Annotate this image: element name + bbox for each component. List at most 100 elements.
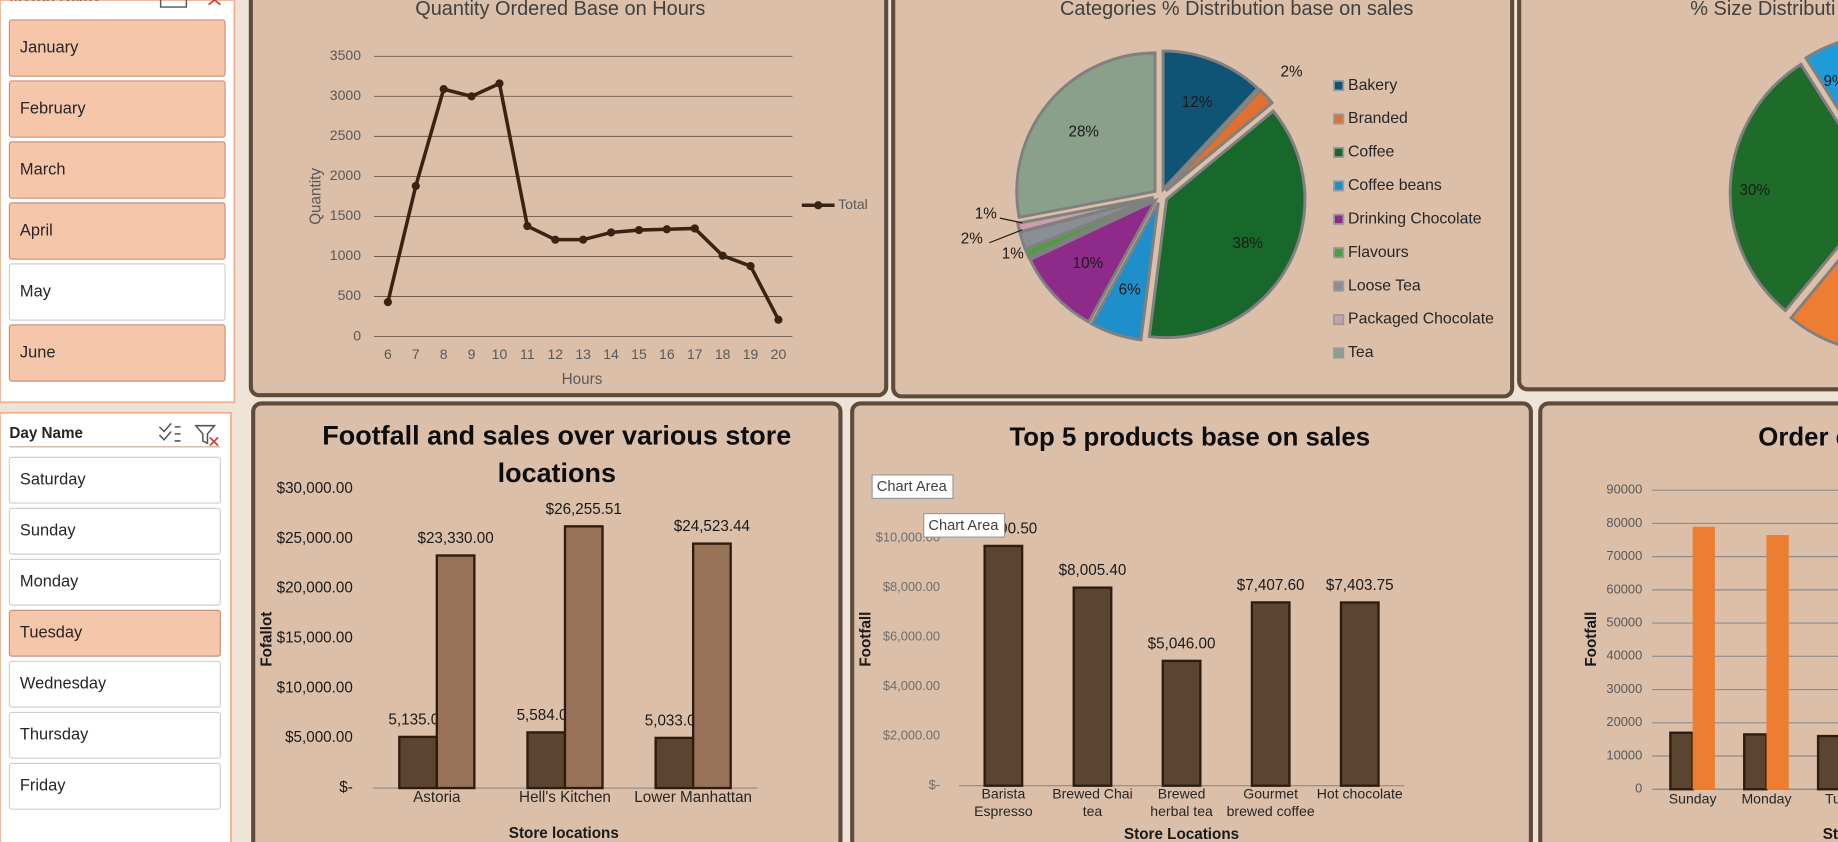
clear-filter-icon[interactable] [194, 424, 217, 445]
slicer-item-label[interactable]: February [20, 99, 86, 117]
x-axis-label: Hours [562, 371, 603, 388]
line-point [634, 225, 644, 235]
data-label: 10% [1073, 255, 1103, 272]
x-tick-label: Lower Manhattan [634, 788, 753, 806]
slicer-icons[interactable] [158, 0, 221, 447]
slicer-item[interactable] [8, 456, 221, 504]
clear-filter-icon[interactable] [209, 436, 219, 447]
chart-title-box: Footfall and sales over various store lo… [322, 420, 791, 488]
x-tick-label: 14 [603, 346, 619, 362]
y-tick-label: 3000 [330, 87, 361, 103]
data-label: 1% [1002, 246, 1024, 263]
legend-swatch [1333, 213, 1345, 225]
legend-label: Packaged Chocolate [1348, 311, 1494, 328]
slicer-item[interactable] [8, 19, 226, 77]
slicer-item[interactable] [8, 263, 226, 321]
slicer-item-label[interactable]: March [20, 160, 66, 178]
slicer-item-label[interactable]: Tuesday [20, 624, 83, 642]
data-label: 30% [1740, 182, 1770, 199]
slicer-item[interactable] [8, 609, 221, 657]
chart-title-box: Quantity Ordered Base on Hours [415, 0, 705, 20]
data-label: 28% [1068, 123, 1098, 140]
slicer-item[interactable] [8, 202, 226, 260]
slicer-item-label[interactable]: Friday [20, 777, 66, 795]
x-tick-label: 20 [771, 346, 787, 362]
legend-label: Bakery [1348, 77, 1397, 94]
bar [1339, 601, 1380, 787]
x-tick-label-box: Brewed herbal tea [1150, 786, 1213, 820]
x-tick-label: 18 [715, 346, 731, 362]
y-tick-label: $20,000.00 [277, 580, 353, 597]
x-tick-label: Barista Espresso [974, 785, 1033, 820]
slicer-item[interactable] [8, 762, 221, 810]
chart-title: Categories % Distribution base on sales [1059, 0, 1414, 20]
slicer-item-label[interactable]: Wednesday [20, 675, 107, 693]
slicer-item[interactable] [8, 507, 221, 555]
chart-panel [1517, 0, 1838, 392]
slicer-item-label[interactable]: Thursday [20, 726, 89, 744]
slicer-item[interactable] [8, 660, 221, 708]
x-tick-label-box: Brewed Chai tea [1052, 785, 1133, 820]
bar [1816, 734, 1838, 791]
y-tick-label: 70000 [1606, 548, 1642, 563]
chart: Order c 0 10000 20000 30000 40000 50000 60000 70… [1583, 422, 1838, 842]
data-label: $5,046.00 [1148, 635, 1216, 652]
slicer-item[interactable] [8, 80, 226, 138]
line-point [411, 181, 420, 191]
slicer-item[interactable] [8, 324, 226, 382]
x-tick-label: Gourmet brewed coffee [1226, 785, 1315, 820]
bar [691, 542, 732, 790]
slicer-item-label[interactable]: Sunday [20, 522, 76, 540]
x-tick-label: 17 [687, 346, 703, 362]
bar [398, 735, 439, 790]
y-axis-label: Footfall [1583, 612, 1600, 667]
bar [654, 736, 695, 790]
slicer-item[interactable] [8, 558, 221, 606]
pie-slice [1147, 108, 1307, 340]
x-tick-label-box: Barista Espresso [974, 785, 1033, 820]
multiselect-icon[interactable] [159, 0, 188, 8]
multiselect-icon[interactable] [158, 422, 181, 442]
legend-label: Loose Tea [1348, 277, 1421, 294]
y-tick-label: $25,000.00 [277, 530, 353, 547]
pie-slice [1728, 62, 1838, 313]
line-point [662, 225, 671, 234]
data-label: 5,584.00 [517, 707, 576, 724]
slicer-item-label[interactable]: May [20, 282, 52, 300]
slicer-item[interactable] [8, 141, 226, 199]
leader-line [989, 229, 1023, 244]
x-tick-label: Brewed Chai tea [1052, 785, 1133, 820]
y-axis-label: Quantity [308, 168, 325, 225]
bar [1669, 731, 1694, 791]
legend-swatch [1333, 280, 1345, 292]
slicer-item-label[interactable]: June [20, 343, 56, 361]
bar [1250, 601, 1291, 787]
tooltip-label: Chart Area [877, 479, 948, 495]
chart: % Size Distributi45%16%30%9% [1690, 0, 1838, 346]
pie-slice [1161, 49, 1260, 194]
x-tick-label-box: Gourmet brewed coffee [1226, 785, 1315, 820]
slicer-item-label[interactable]: January [20, 38, 79, 56]
data-label: $8,005.40 [1059, 562, 1127, 579]
chart: Quantity Ordered Base on Hours 0 500 1000 15… [308, 0, 868, 388]
legend-swatch [1333, 247, 1345, 259]
legend-label: Flavours [1348, 244, 1409, 261]
slicer-item-label[interactable]: Saturday [20, 471, 86, 489]
slicer-item[interactable] [8, 711, 221, 759]
y-tick-label: 80000 [1606, 515, 1642, 530]
y-tick-label: 3500 [330, 47, 361, 63]
line-point [774, 315, 783, 324]
line-point [606, 228, 616, 237]
pie-slice [1164, 88, 1275, 193]
y-tick-label: 10000 [1606, 747, 1642, 762]
slicer-item-label[interactable]: April [20, 221, 53, 239]
data-label: $26,255.51 [546, 501, 622, 518]
clear-filter-icon[interactable] [208, 0, 221, 6]
data-label: 5,135.00 [388, 711, 447, 728]
x-tick-label: 9 [468, 346, 476, 362]
x-tick-label-box: Sunday [1669, 790, 1717, 806]
x-axis-label: Store locations [509, 825, 619, 842]
slicer-item-label[interactable]: Monday [20, 573, 79, 591]
tooltip [871, 474, 954, 499]
